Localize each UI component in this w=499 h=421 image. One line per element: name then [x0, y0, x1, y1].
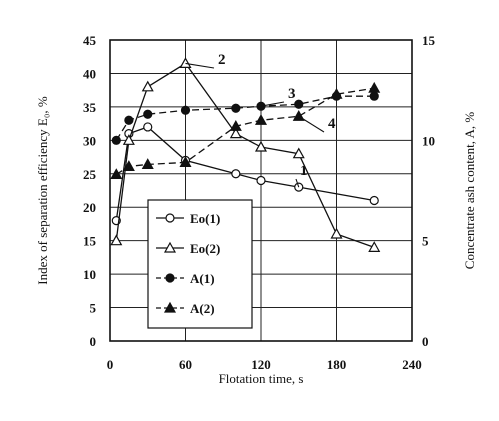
- data-point-marker: [330, 227, 343, 239]
- data-point-marker: [143, 109, 153, 119]
- callout-label: 4: [328, 116, 336, 132]
- y-left-tick-label: 5: [90, 301, 97, 316]
- series-line: [115, 95, 375, 141]
- data-point-marker: [368, 241, 381, 252]
- legend-label: A(1): [190, 271, 215, 286]
- x-tick-label: 60: [179, 357, 192, 372]
- legend-box: [147, 199, 253, 329]
- y-left-tick-label: 25: [83, 167, 97, 182]
- data-point-marker: [141, 158, 154, 170]
- callout-leader-line: [260, 101, 285, 107]
- y-left-tick-label: 10: [83, 267, 96, 282]
- y-left-tick-label: 15: [83, 234, 97, 249]
- x-tick-label: 180: [327, 357, 347, 372]
- data-point-marker: [110, 234, 123, 246]
- x-tick-label: 0: [107, 357, 114, 372]
- x-tick-label: 120: [251, 357, 271, 372]
- legend-label: Eo(1): [190, 211, 220, 226]
- y-left-tick-label: 35: [83, 100, 97, 115]
- data-point-marker: [179, 57, 192, 69]
- series-layer: [110, 57, 381, 252]
- series-line: [115, 87, 375, 175]
- plot-frame: [109, 39, 413, 342]
- data-point-marker: [122, 160, 135, 172]
- callout-label: 1: [300, 163, 308, 179]
- data-point-marker: [292, 147, 305, 159]
- callout-leader-line: [295, 178, 300, 188]
- data-point-marker: [231, 169, 241, 179]
- annotation-layer: 1 2 3 4: [185, 52, 336, 188]
- legend-label: Eo(2): [190, 241, 220, 256]
- data-point-marker: [254, 114, 268, 125]
- data-point-marker: [163, 301, 177, 313]
- series-a-1: [111, 91, 379, 145]
- y-left-tick-label: 30: [83, 133, 96, 148]
- y-left-tick-label: 0: [90, 334, 97, 349]
- data-point-marker: [294, 99, 304, 109]
- tick-layer: 0 5 10 15 20 25 30 35 40 45 0 5 10 15 0 60 120 180 240: [83, 33, 436, 372]
- series-a-2: [110, 81, 381, 180]
- callout-label: 3: [288, 86, 296, 102]
- data-point-marker: [369, 91, 379, 101]
- y-left-tick-label: 20: [83, 200, 96, 215]
- legend-label: A(2): [190, 301, 215, 316]
- data-point-marker: [179, 156, 192, 168]
- y-right-axis-title: Concentrate ash content, A, %: [462, 112, 477, 270]
- data-point-marker: [330, 87, 343, 99]
- y-right-tick-label: 5: [422, 234, 429, 249]
- callout-label: 2: [218, 52, 226, 68]
- data-point-marker: [369, 195, 379, 206]
- data-point-marker: [141, 80, 154, 92]
- callout-leader-line: [298, 115, 325, 133]
- series-eo-2: [110, 57, 381, 252]
- data-point-marker: [143, 122, 153, 132]
- callout-leader-line: [185, 62, 215, 69]
- x-axis-title: Flotation time, s: [219, 371, 304, 386]
- y-right-tick-label: 10: [422, 133, 435, 148]
- y-left-tick-label: 45: [83, 33, 97, 48]
- data-point-marker: [180, 105, 191, 115]
- data-point-marker: [254, 140, 268, 152]
- y-left-tick-label: 40: [83, 66, 96, 81]
- y-left-axis-title: Index of separation efficiency E₀, %: [35, 96, 50, 285]
- data-point-marker: [110, 168, 123, 180]
- data-point-marker: [368, 81, 381, 93]
- x-tick-label: 240: [402, 357, 422, 372]
- data-point-marker: [124, 115, 134, 125]
- legend: Eo(1) Eo(2) A(1) A(2): [147, 199, 253, 329]
- y-right-tick-label: 15: [422, 33, 436, 48]
- data-point-marker: [256, 175, 266, 186]
- data-point-marker: [229, 127, 242, 139]
- data-point-marker: [122, 134, 135, 145]
- data-point-marker: [231, 103, 241, 113]
- data-point-marker: [163, 241, 177, 253]
- data-point-marker: [111, 135, 121, 145]
- data-point-marker: [229, 120, 242, 131]
- data-point-marker: [165, 213, 175, 223]
- y-right-tick-label: 0: [422, 334, 429, 349]
- data-point-marker: [165, 273, 175, 283]
